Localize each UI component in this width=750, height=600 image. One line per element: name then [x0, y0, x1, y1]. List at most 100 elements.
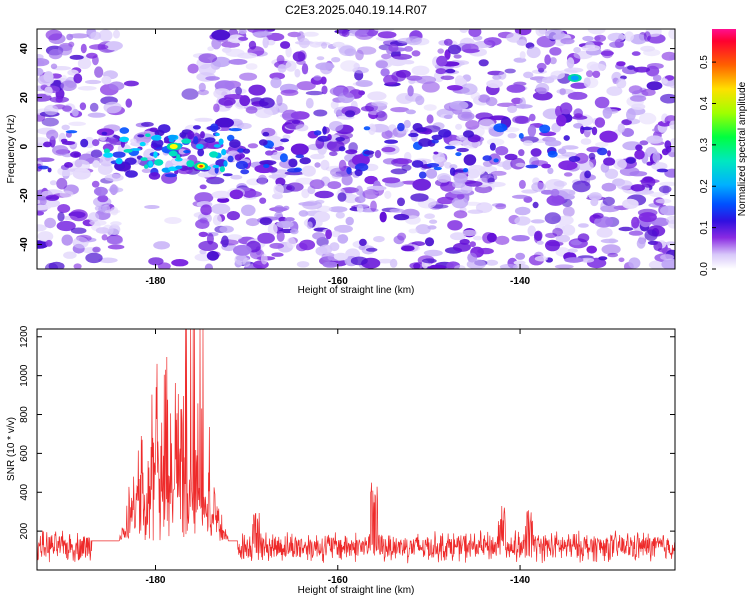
- heatmap-cell: [633, 66, 651, 73]
- heatmap-cell: [164, 173, 177, 178]
- heatmap-cell: [485, 96, 498, 107]
- heatmap-cell: [141, 121, 154, 127]
- heatmap-cell: [222, 173, 233, 177]
- heatmap-cell: [447, 220, 463, 231]
- heatmap-cell: [381, 146, 396, 153]
- heatmap-cell: [404, 46, 413, 52]
- heatmap-cell: [210, 123, 219, 132]
- heatmap-cell: [284, 217, 295, 222]
- heatmap-cell: [213, 144, 221, 148]
- heatmap-cell: [550, 188, 560, 197]
- heatmap-cell: [186, 160, 195, 168]
- heatmap-cell: [346, 167, 352, 175]
- heatmap-cell: [90, 149, 103, 158]
- heatmap-cell: [49, 180, 57, 186]
- heatmap-cell: [198, 63, 217, 76]
- heatmap-cell: [567, 91, 588, 100]
- heatmap-cell: [469, 241, 477, 248]
- heatmap-cell: [643, 49, 661, 57]
- heatmap-cell: [57, 204, 71, 213]
- heatmap-cell: [98, 257, 118, 264]
- heatmap-cell: [599, 130, 618, 143]
- heatmap-cell: [646, 81, 663, 91]
- heatmap-cell: [194, 192, 214, 204]
- heatmap-cell: [306, 221, 313, 229]
- heatmap-cell: [591, 126, 598, 136]
- heatmap-cell: [238, 29, 247, 35]
- heatmap-cell: [282, 134, 291, 140]
- heatmap-cell: [43, 71, 54, 83]
- heatmap-cell: [618, 226, 634, 232]
- heatmap-cell: [148, 172, 161, 180]
- heatmap-cell: [539, 124, 551, 134]
- heatmap-cell: [567, 248, 578, 253]
- y-tick-label: 600: [19, 445, 30, 462]
- heatmap-cell: [626, 108, 636, 121]
- heatmap-cell: [660, 205, 675, 216]
- heatmap-cell: [389, 258, 398, 268]
- heatmap-cell: [495, 146, 509, 156]
- heatmap-cell: [535, 29, 546, 37]
- heatmap-cell: [450, 232, 466, 241]
- heatmap-cell: [628, 85, 643, 95]
- heatmap-cell: [101, 131, 108, 136]
- heatmap-cell: [240, 169, 250, 175]
- heatmap-cell: [141, 168, 152, 173]
- heatmap-cell: [478, 118, 495, 130]
- heatmap-cell: [466, 259, 486, 269]
- colorbar-tick-label: 0.0: [699, 262, 710, 276]
- x-tick-label: -160: [328, 276, 348, 287]
- heatmap-cell: [351, 154, 370, 167]
- heatmap-cell: [459, 29, 469, 33]
- heatmap-cell: [335, 211, 345, 219]
- heatmap-cell: [195, 143, 204, 150]
- heatmap-cell: [247, 143, 259, 149]
- heatmap-cell: [670, 138, 675, 146]
- heatmap-cell: [607, 252, 618, 258]
- heatmap-cell: [103, 152, 114, 158]
- heatmap-cell: [88, 212, 100, 223]
- heatmap-cell: [104, 209, 121, 214]
- heatmap-cell: [447, 44, 462, 55]
- heatmap-cell: [393, 213, 410, 221]
- heatmap-cell: [424, 237, 435, 247]
- heatmap-cell: [227, 34, 246, 44]
- heatmap-cell: [104, 173, 124, 182]
- heatmap-cell: [474, 184, 493, 194]
- heatmap-cell: [70, 151, 82, 158]
- heatmap-cell: [267, 223, 278, 236]
- heatmap-cell: [529, 113, 536, 122]
- y-tick-label: 200: [19, 522, 30, 539]
- heatmap-cell: [574, 113, 583, 118]
- heatmap-cell: [192, 125, 201, 130]
- heatmap-cell: [433, 166, 442, 171]
- heatmap-cell: [381, 53, 392, 60]
- heatmap-cell: [604, 168, 619, 179]
- heatmap-cell: [43, 141, 52, 148]
- heatmap-cell: [536, 240, 544, 245]
- heatmap-cell: [235, 86, 243, 96]
- heatmap-cell: [263, 164, 270, 168]
- heatmap-cell: [48, 261, 65, 269]
- heatmap-cell: [337, 192, 347, 202]
- heatmap-cell: [226, 211, 240, 221]
- heatmap-cell: [598, 256, 608, 261]
- heatmap-cell: [227, 134, 235, 142]
- heatmap-cell: [113, 29, 120, 39]
- heatmap-cell: [168, 150, 178, 157]
- heatmap-cell: [270, 77, 282, 89]
- heatmap-cell: [486, 79, 503, 89]
- heatmap-cell: [319, 62, 333, 75]
- heatmap-cell: [392, 53, 413, 60]
- heatmap-cell: [531, 182, 546, 192]
- heatmap-cell: [144, 205, 160, 209]
- heatmap-cell: [37, 204, 51, 210]
- heatmap-cell: [197, 172, 213, 178]
- heatmap-cell: [607, 150, 611, 157]
- heatmap-cell: [382, 177, 401, 184]
- heatmap-cell: [303, 31, 319, 37]
- heatmap-cell: [555, 234, 571, 243]
- heatmap-cell: [37, 165, 49, 170]
- heatmap-cell: [636, 238, 646, 249]
- heatmap-cell: [435, 68, 447, 75]
